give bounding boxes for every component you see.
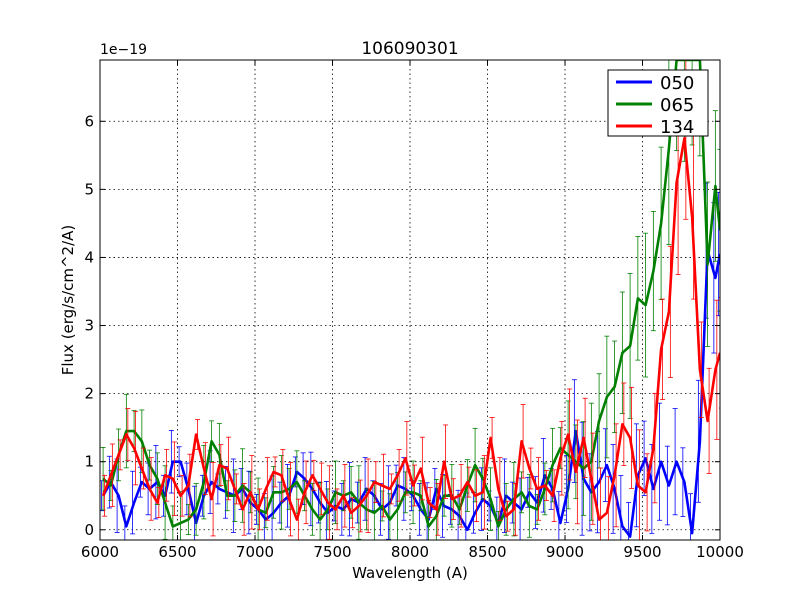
x-tick-label: 7500 — [313, 543, 351, 561]
chart-title: 106090301 — [361, 39, 458, 59]
x-tick-label: 9000 — [546, 543, 584, 561]
axis-ticks: 6000 6500 7000 7500 8000 8500 9000 9500 10000 0 1 2… — [81, 60, 744, 561]
x-axis-label: Wavelength (A) — [352, 564, 468, 582]
y-tick-label: 3 — [84, 317, 94, 335]
y-tick-label: 2 — [84, 385, 94, 403]
x-tick-label: 10000 — [696, 543, 744, 561]
x-tick-label: 8500 — [468, 543, 506, 561]
legend: 050 065 134 — [607, 69, 709, 138]
x-tick-label: 6000 — [81, 543, 119, 561]
x-tick-label: 6500 — [158, 543, 196, 561]
y-tick-label: 5 — [84, 180, 94, 198]
y-tick-label: 0 — [84, 521, 94, 539]
series-134 — [101, 60, 720, 540]
series-line-134 — [101, 137, 720, 521]
y-tick-label: 1 — [84, 453, 94, 471]
y-tick-label: 4 — [84, 248, 94, 266]
y-offset-label: 1e−19 — [100, 42, 147, 58]
y-axis-label: Flux (erg/s/cm^2/A) — [59, 225, 77, 376]
x-tick-label: 9500 — [623, 543, 661, 561]
series-065 — [100, 60, 720, 540]
x-tick-label: 7000 — [236, 543, 274, 561]
legend-label-065: 065 — [660, 95, 694, 116]
series-layer — [100, 60, 720, 540]
legend-label-050: 050 — [660, 73, 694, 94]
x-tick-label: 8000 — [391, 543, 429, 561]
legend-label-134: 134 — [660, 117, 694, 138]
y-tick-label: 6 — [84, 112, 94, 130]
series-line-065 — [102, 60, 720, 528]
